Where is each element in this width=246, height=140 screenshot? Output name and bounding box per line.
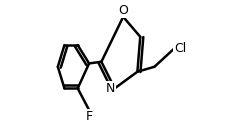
Text: N: N	[105, 82, 115, 95]
Text: O: O	[118, 4, 128, 17]
Text: F: F	[86, 110, 93, 123]
Text: Cl: Cl	[174, 42, 187, 55]
